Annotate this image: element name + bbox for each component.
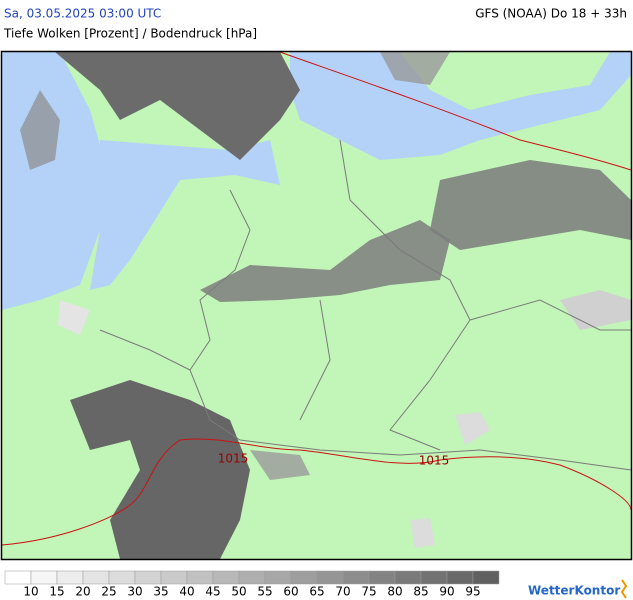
legend-swatch <box>4 570 32 585</box>
legend-swatch <box>30 570 58 585</box>
legend-label: 10 <box>23 585 38 599</box>
legend: 10 15 20 25 30 35 40 45 50 55 60 65 70 75 80 85 90 95 <box>4 570 500 599</box>
legend-label: 95 <box>465 585 480 599</box>
legend-label: 25 <box>101 585 116 599</box>
isobar-label: 1015 <box>419 454 450 468</box>
legend-swatch <box>472 570 500 585</box>
legend-label: 55 <box>257 585 272 599</box>
legend-swatch <box>212 570 240 585</box>
model-run: GFS (NOAA) Do 18 + 33h <box>475 7 627 21</box>
legend-label: 45 <box>205 585 220 599</box>
legend-label: 65 <box>309 585 324 599</box>
legend-swatch <box>420 570 448 585</box>
legend-swatch <box>238 570 266 585</box>
forecast-time: Sa, 03.05.2025 03:00 UTC <box>4 7 161 21</box>
legend-label: 75 <box>361 585 376 599</box>
legend-label: 85 <box>413 585 428 599</box>
legend-label: 35 <box>153 585 168 599</box>
legend-label: 40 <box>179 585 194 599</box>
legend-label: 50 <box>231 585 246 599</box>
legend-label: 20 <box>75 585 90 599</box>
isobar-label: 1015 <box>218 452 249 466</box>
legend-swatch <box>394 570 422 585</box>
legend-swatch <box>82 570 110 585</box>
map-subtitle: Tiefe Wolken [Prozent] / Bodendruck [hPa… <box>3 27 257 41</box>
legend-swatch <box>264 570 292 585</box>
logo: WetterKontor <box>528 579 628 599</box>
legend-label: 60 <box>283 585 298 599</box>
legend-swatch <box>316 570 344 585</box>
legend-swatch <box>186 570 214 585</box>
legend-swatch <box>134 570 162 585</box>
logo-text: WetterKontor <box>528 584 620 598</box>
legend-swatch <box>56 570 84 585</box>
legend-swatch <box>368 570 396 585</box>
map: 1015 1015 <box>0 50 633 561</box>
legend-swatch <box>160 570 188 585</box>
legend-swatch <box>446 570 474 585</box>
legend-label: 30 <box>127 585 142 599</box>
legend-label: 70 <box>335 585 350 599</box>
legend-swatch <box>290 570 318 585</box>
legend-label: 15 <box>49 585 64 599</box>
legend-swatch <box>342 570 370 585</box>
legend-label: 90 <box>439 585 454 599</box>
legend-label: 80 <box>387 585 402 599</box>
legend-swatch <box>108 570 136 585</box>
